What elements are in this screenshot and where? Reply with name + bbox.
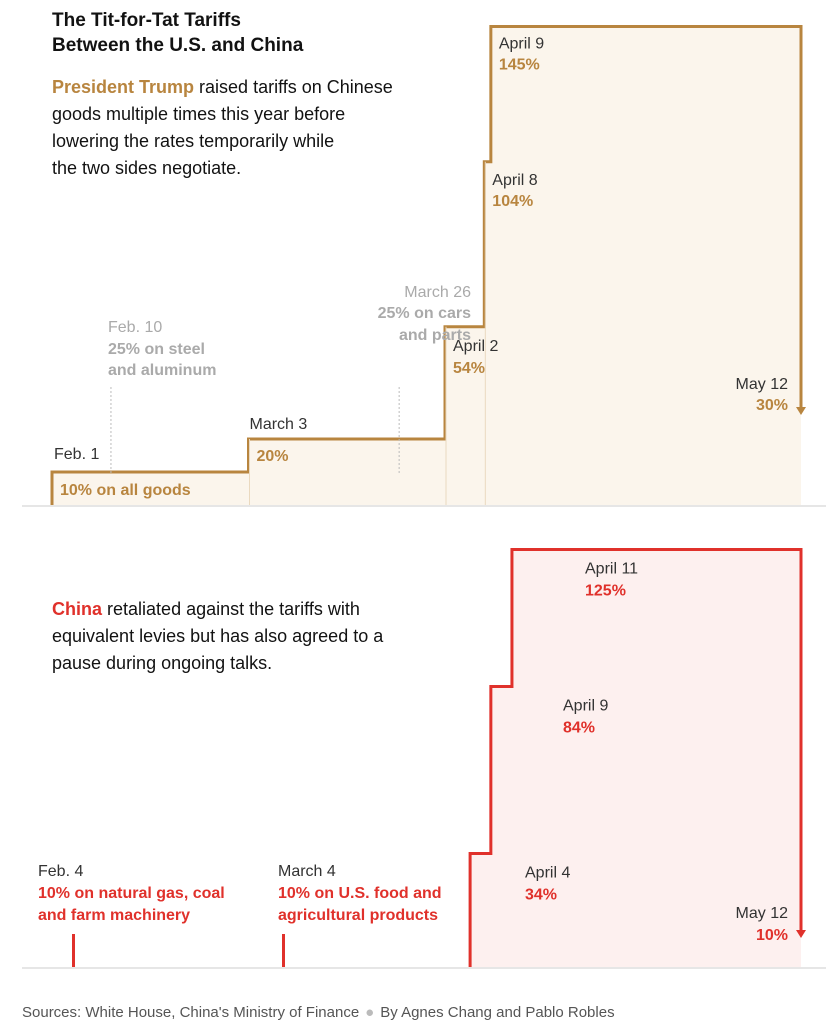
- us-value-label: 54%: [453, 360, 485, 377]
- china-intro: China retaliated against the tariffs wit…: [52, 596, 383, 677]
- china-value-label: 125%: [585, 583, 626, 600]
- us-annotation-label: 25% on steel: [108, 341, 205, 358]
- us-annotation-label: 25% on cars: [378, 305, 471, 322]
- china-value-label: 84%: [563, 719, 595, 736]
- china-date-label: April 11: [585, 561, 638, 578]
- us-intro-line: the two sides negotiate.: [52, 158, 242, 178]
- china-value-label: 10%: [756, 927, 788, 944]
- us-date-label: April 8: [492, 172, 537, 189]
- china-intro-line: equivalent levies but has also agreed to…: [52, 626, 384, 646]
- us-value-label: 145%: [499, 57, 540, 74]
- separator-dot: ●: [365, 1004, 375, 1021]
- us-date-label: March 3: [250, 416, 308, 433]
- china-event-date: Feb. 4: [38, 863, 83, 880]
- china-value-label: 34%: [525, 886, 557, 903]
- us-annotation-label: and aluminum: [108, 362, 216, 379]
- china-event-label: agricultural products: [278, 907, 438, 924]
- us-value-label: 20%: [257, 448, 289, 465]
- footer-sources: Sources: White House, China's Ministry o…: [22, 1004, 360, 1021]
- us-date-label: April 9: [499, 36, 544, 53]
- china-event-tick: [282, 934, 285, 967]
- us-date-label: April 2: [453, 338, 498, 355]
- us-arrowhead: [796, 407, 806, 415]
- us-intro-line: lowering the rates temporarily while: [52, 131, 335, 151]
- us-date-label: Feb. 1: [54, 446, 99, 463]
- us-annotation-date: Feb. 10: [108, 319, 162, 336]
- china-date-label: May 12: [736, 905, 789, 922]
- china-event-label: 10% on U.S. food and: [278, 885, 442, 902]
- footer-byline: By Agnes Chang and Pablo Robles: [380, 1004, 615, 1021]
- us-value-label: 30%: [756, 397, 788, 414]
- us-date-label: May 12: [736, 376, 789, 393]
- china-area: [470, 549, 801, 967]
- china-event-tick: [72, 934, 75, 967]
- chart-title: The Tit-for-Tat Tariffs Between the U.S.…: [52, 8, 303, 58]
- us-value-label: 104%: [492, 193, 533, 210]
- us-annotation-date: March 26: [404, 284, 471, 301]
- china-intro-highlight: China: [52, 599, 103, 619]
- us-intro-highlight: President Trump: [52, 77, 195, 97]
- us-intro: President Trump raised tariffs on Chines…: [52, 74, 393, 182]
- china-event-label: and farm machinery: [38, 907, 190, 924]
- us-annotation-label: and parts: [399, 327, 471, 344]
- china-date-label: April 4: [525, 864, 570, 881]
- us-area: [52, 26, 801, 505]
- us-intro-rest: raised tariffs on Chinese: [199, 77, 393, 97]
- title-line-2: Between the U.S. and China: [52, 35, 304, 56]
- china-arrowhead: [796, 930, 806, 938]
- china-date-label: April 9: [563, 697, 608, 714]
- title-line-1: The Tit-for-Tat Tariffs: [52, 10, 241, 31]
- footer: Sources: White House, China's Ministry o…: [22, 1004, 615, 1021]
- china-event-date: March 4: [278, 863, 336, 880]
- china-intro-rest: retaliated against the tariffs with: [107, 599, 360, 619]
- us-value-label: 10% on all goods: [60, 482, 191, 499]
- china-event-label: 10% on natural gas, coal: [38, 885, 225, 902]
- china-step-line: [468, 548, 803, 967]
- china-intro-line: pause during ongoing talks.: [52, 653, 273, 673]
- us-intro-line: goods multiple times this year before: [52, 104, 346, 124]
- us-step-line: [50, 25, 803, 505]
